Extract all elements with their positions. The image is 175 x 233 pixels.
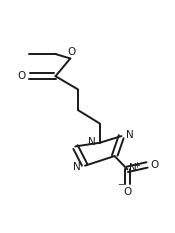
Text: N: N [88,137,96,147]
Text: O: O [123,187,131,197]
Text: O: O [17,71,26,81]
Text: N: N [126,130,134,140]
Text: O: O [67,47,75,57]
Text: N: N [129,164,137,174]
Text: −: − [117,181,124,189]
Text: N: N [73,161,81,171]
Text: O: O [150,160,159,170]
Text: +: + [133,161,140,170]
